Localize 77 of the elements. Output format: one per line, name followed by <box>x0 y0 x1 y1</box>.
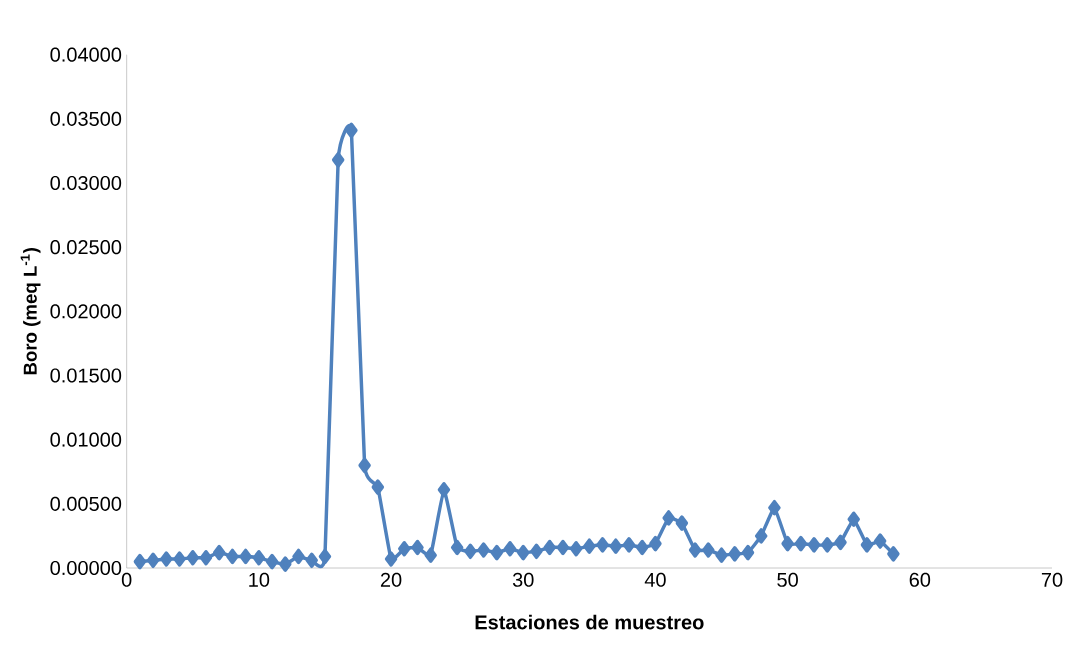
point <box>860 537 874 553</box>
y-tick-label: 0.02000 <box>50 304 122 319</box>
point <box>530 543 543 560</box>
point <box>212 545 226 561</box>
x-tick-label: 20 <box>380 572 402 588</box>
y-tick-label: 0.02500 <box>50 240 122 255</box>
y-tick-label: 0.01000 <box>50 432 122 447</box>
point <box>318 548 332 565</box>
point <box>358 457 371 474</box>
x-tick-label: 30 <box>512 572 534 588</box>
point <box>662 510 675 526</box>
point <box>424 547 437 564</box>
y-tick-label: 0.04000 <box>50 47 122 62</box>
point <box>768 500 781 516</box>
point <box>464 543 477 560</box>
point <box>635 539 649 556</box>
point <box>450 539 464 556</box>
point <box>226 548 239 565</box>
point <box>688 542 702 558</box>
point <box>265 554 279 570</box>
point <box>596 537 609 553</box>
point <box>503 541 517 557</box>
point <box>398 541 411 557</box>
point <box>794 536 808 552</box>
point <box>239 548 252 565</box>
point <box>834 534 847 551</box>
point <box>715 547 728 564</box>
point <box>543 539 556 556</box>
point <box>345 122 358 139</box>
point <box>292 548 305 565</box>
point <box>252 550 266 566</box>
point <box>807 537 821 553</box>
point <box>173 551 186 567</box>
point <box>186 550 199 566</box>
point <box>411 539 424 556</box>
y-tick-label: 0.03500 <box>50 111 122 127</box>
point <box>781 536 794 552</box>
point <box>569 541 583 557</box>
x-tick-label: 40 <box>644 572 666 588</box>
x-tick-label: 0 <box>121 572 132 588</box>
point <box>702 542 715 558</box>
point <box>622 537 636 553</box>
point <box>821 537 834 553</box>
point <box>331 152 345 168</box>
x-tick-label: 10 <box>249 572 270 588</box>
y-axis-title: Boro (meq L$^{-1}$) <box>20 248 41 375</box>
y-tick-label: 0.03000 <box>50 176 122 191</box>
point <box>754 528 768 544</box>
point <box>517 545 530 561</box>
x-tick-label: 50 <box>777 572 798 588</box>
point <box>490 545 504 561</box>
point <box>477 542 490 558</box>
point <box>728 546 741 562</box>
x-axis-title: Estaciones de muestreo <box>475 614 704 630</box>
point <box>371 479 385 496</box>
y-tick-label: 0.00500 <box>50 496 122 512</box>
point <box>305 552 318 569</box>
point <box>675 515 689 531</box>
point <box>649 536 662 552</box>
point <box>847 511 860 528</box>
point <box>437 482 451 498</box>
point <box>146 552 160 569</box>
point <box>133 554 147 570</box>
point <box>873 533 887 549</box>
x-tick-label: 70 <box>1041 572 1063 588</box>
y-tick-label: 0.01500 <box>50 368 122 383</box>
point <box>741 545 755 561</box>
point <box>583 538 596 555</box>
point <box>279 556 292 573</box>
x-tick-label: 60 <box>909 572 931 588</box>
point <box>199 550 213 566</box>
point <box>556 539 570 556</box>
y-tick-label: 0.00000 <box>50 561 122 576</box>
point <box>384 551 398 567</box>
point <box>609 538 623 555</box>
point <box>160 551 173 567</box>
point <box>887 546 900 562</box>
